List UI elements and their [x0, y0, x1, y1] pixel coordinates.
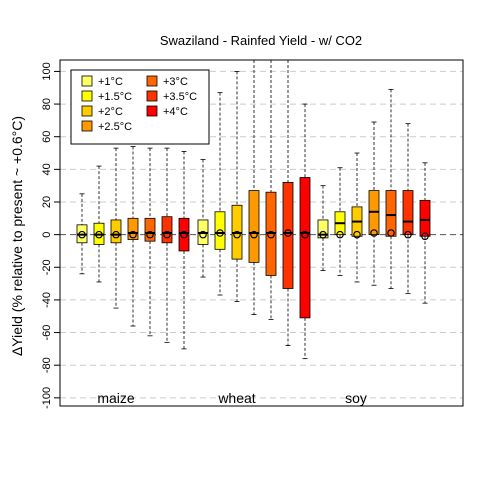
legend-swatch — [81, 105, 93, 117]
box-soy-2 — [351, 152, 363, 283]
legend-swatch — [81, 75, 93, 87]
box-iqr — [214, 211, 226, 250]
box-wheat-0 — [197, 159, 209, 278]
legend-label: +3°C — [163, 76, 188, 88]
legend-label: +2°C — [98, 106, 123, 118]
y-tick-label: -100 — [41, 387, 53, 409]
group-label-wheat: wheat — [217, 390, 255, 406]
mean-marker — [180, 230, 188, 239]
y-tick-label: -20 — [41, 259, 53, 275]
mean-marker — [216, 229, 224, 237]
box-iqr — [161, 216, 173, 244]
box-wheat-6 — [299, 103, 311, 360]
mean-marker — [387, 229, 395, 237]
mean-marker — [319, 230, 327, 239]
legend-label: +1°C — [98, 76, 123, 88]
legend-swatch — [146, 75, 158, 87]
legend-label: +2.5°C — [98, 121, 132, 133]
box-maize-0 — [76, 193, 88, 275]
box-wheat-4 — [265, 59, 277, 320]
legend: +1°C +1.5°C +2°C +2.5°C +3°C +3.5°C +4°C — [70, 69, 210, 145]
mean-marker — [146, 230, 154, 239]
box-iqr — [248, 190, 260, 263]
box-wheat-3 — [248, 59, 260, 316]
legend-swatch — [146, 90, 158, 102]
legend-swatch — [146, 105, 158, 117]
box-wheat-1 — [214, 92, 226, 296]
box-iqr — [127, 217, 139, 240]
y-tick-label: 20 — [41, 196, 53, 208]
mean-marker — [404, 230, 412, 239]
y-tick-label: 80 — [41, 98, 53, 110]
mean-marker — [95, 230, 103, 239]
box-maize-1 — [93, 165, 105, 283]
box-iqr — [402, 190, 414, 236]
mean-marker — [78, 230, 86, 239]
box-soy-5 — [402, 123, 414, 294]
box-iqr — [419, 199, 431, 237]
box-iqr — [178, 217, 190, 252]
box-iqr — [299, 177, 311, 319]
box-soy-4 — [385, 88, 397, 289]
mean-marker — [199, 230, 207, 239]
mean-marker — [284, 229, 292, 237]
box-wheat-2 — [231, 71, 243, 302]
box-soy-0 — [317, 185, 329, 271]
box-maize-3 — [127, 146, 139, 327]
mean-marker — [163, 230, 171, 239]
plot-frame — [59, 59, 464, 407]
mean-marker — [421, 232, 429, 241]
y-axis: -100 -80 -60 -40 -20 0 20 40 60 80 100 — [41, 62, 61, 409]
group-label-maize: maize — [97, 390, 135, 406]
y-axis-label: ΔYield (% relative to present ~ +0.6°C) — [9, 116, 25, 356]
mean-marker — [370, 229, 378, 237]
y-tick-label: -80 — [41, 357, 53, 373]
box-iqr — [144, 217, 156, 242]
boxplots — [76, 59, 431, 360]
y-tick-label: 100 — [41, 62, 53, 80]
mean-marker — [112, 230, 120, 239]
y-tick-label: 40 — [41, 163, 53, 175]
mean-marker — [353, 230, 361, 239]
mean-marker — [267, 230, 275, 239]
y-tick-label: -60 — [41, 325, 53, 341]
group-labels: maize wheat soy — [97, 390, 367, 406]
y-tick-label: 60 — [41, 131, 53, 143]
legend-label: +3.5°C — [163, 91, 197, 103]
box-soy-3 — [368, 121, 380, 286]
group-label-soy: soy — [345, 390, 367, 406]
box-maize-4 — [144, 147, 156, 337]
box-maize-2 — [110, 147, 122, 309]
box-wheat-5 — [282, 59, 294, 347]
mean-marker — [233, 230, 241, 239]
legend-swatch — [81, 90, 93, 102]
y-tick-label: -40 — [41, 292, 53, 308]
legend-label: +1.5°C — [98, 91, 132, 103]
chart-title: Swaziland - Rainfed Yield - w/ CO2 — [160, 33, 362, 48]
box-iqr — [282, 182, 294, 289]
gridlines — [60, 70, 463, 399]
box-maize-5 — [161, 147, 173, 343]
box-soy-1 — [334, 167, 346, 276]
legend-swatch — [81, 120, 93, 132]
mean-marker — [336, 230, 344, 239]
y-tick-label: 0 — [41, 232, 53, 238]
legend-label: +4°C — [163, 106, 188, 118]
box-maize-6 — [178, 150, 190, 350]
mean-marker — [129, 230, 137, 239]
box-soy-6 — [419, 162, 431, 304]
mean-marker — [301, 230, 309, 239]
mean-marker — [250, 230, 258, 239]
legend-box — [70, 69, 210, 145]
